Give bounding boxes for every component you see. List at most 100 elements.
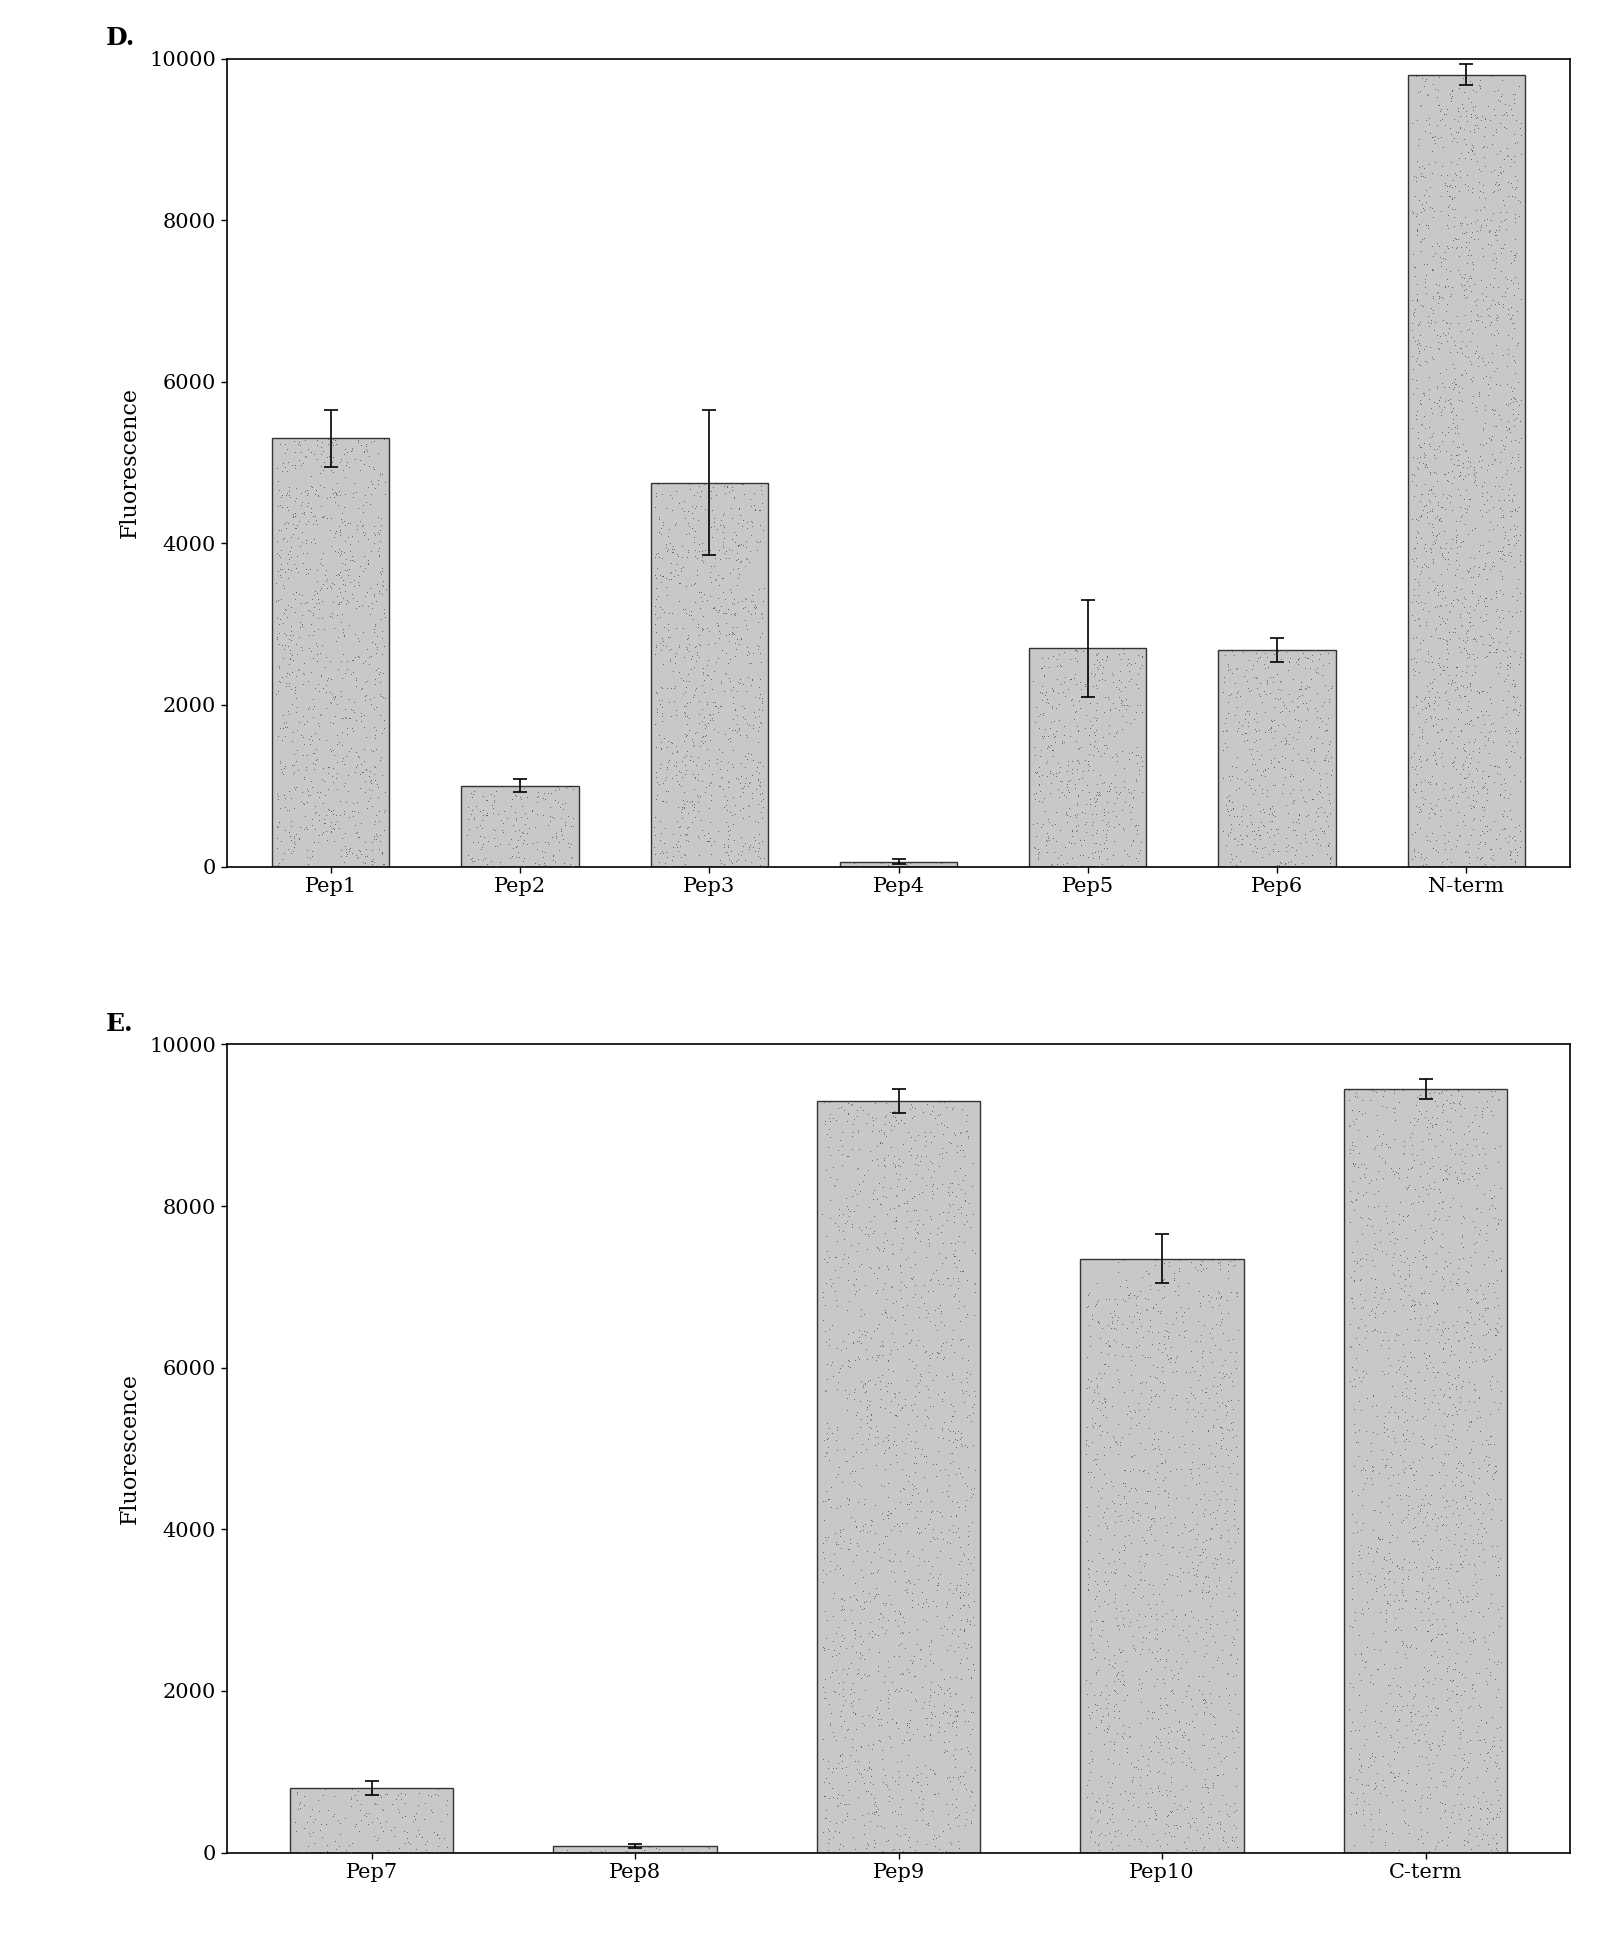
Point [939, 1400, 965, 1431]
Point [866, 1330, 892, 1361]
Point [1399, 1289, 1425, 1320]
Point [1101, 1648, 1127, 1679]
Point [1434, 306, 1460, 337]
Point [824, 1435, 850, 1466]
Point [340, 544, 366, 575]
Point [369, 509, 395, 540]
Point [1483, 218, 1509, 250]
Point [1468, 103, 1494, 135]
Point [690, 722, 716, 753]
Point [826, 1215, 852, 1246]
Point [1475, 476, 1501, 507]
Point [902, 1447, 928, 1478]
Point [1423, 1090, 1449, 1121]
Point [1405, 1357, 1431, 1388]
Point [1107, 1665, 1133, 1696]
Point [1059, 815, 1085, 846]
Point [1439, 1665, 1465, 1696]
Point [871, 1470, 897, 1502]
Point [839, 1673, 865, 1704]
Point [1094, 1326, 1120, 1357]
Point [949, 1324, 975, 1355]
Point [643, 630, 669, 661]
Point [1375, 1587, 1400, 1618]
Point [657, 526, 683, 558]
Point [1273, 846, 1298, 878]
Point [686, 534, 712, 566]
Point [1311, 815, 1337, 846]
Point [1464, 1819, 1489, 1851]
Point [1115, 1279, 1141, 1310]
Point [848, 1301, 874, 1332]
Point [661, 560, 686, 591]
Point [1234, 790, 1260, 821]
Point [1400, 1246, 1426, 1277]
Point [508, 801, 534, 833]
Point [649, 507, 675, 538]
Point [282, 497, 308, 528]
Point [1384, 1691, 1410, 1722]
Point [1106, 1301, 1132, 1332]
Point [1430, 150, 1455, 181]
Point [295, 489, 321, 521]
Point [1371, 1827, 1397, 1858]
Point [656, 521, 682, 552]
Point [1362, 1297, 1387, 1328]
Point [1378, 1152, 1404, 1184]
Point [1459, 1669, 1485, 1700]
Point [1148, 1295, 1174, 1326]
Point [1457, 819, 1483, 850]
Point [868, 1468, 894, 1500]
Point [1465, 380, 1491, 411]
Point [921, 1156, 947, 1188]
Point [876, 1720, 902, 1751]
Point [669, 552, 695, 583]
Point [1423, 1546, 1449, 1578]
Point [1428, 1618, 1454, 1650]
Point [361, 735, 387, 766]
Point [1213, 1788, 1239, 1819]
Point [905, 1767, 931, 1798]
Point [686, 470, 712, 501]
Point [659, 482, 685, 513]
Point [1203, 1708, 1229, 1739]
Point [1470, 413, 1496, 445]
Point [1431, 515, 1457, 546]
Point [1417, 562, 1443, 593]
Point [903, 1158, 929, 1190]
Point [899, 1774, 924, 1806]
Point [1203, 1626, 1229, 1658]
Point [750, 515, 776, 546]
Point [267, 482, 293, 513]
Point [652, 776, 678, 807]
Point [923, 1102, 949, 1133]
Point [860, 1734, 886, 1765]
Point [672, 848, 698, 879]
Point [1404, 681, 1430, 712]
Point [1219, 657, 1245, 688]
Point [678, 653, 704, 684]
Point [1413, 848, 1439, 879]
Point [1149, 1367, 1175, 1398]
Point [1381, 1736, 1407, 1767]
Point [1467, 1402, 1493, 1433]
Point [312, 560, 338, 591]
Point [460, 846, 486, 878]
Point [275, 507, 301, 538]
Point [1465, 111, 1491, 142]
Point [1064, 725, 1090, 757]
Point [1268, 667, 1294, 698]
Point [897, 1139, 923, 1170]
Point [1412, 1386, 1438, 1418]
Point [1175, 1293, 1201, 1324]
Point [1478, 156, 1504, 187]
Point [1169, 1291, 1195, 1322]
Point [1099, 1301, 1125, 1332]
Point [698, 566, 724, 597]
Point [1370, 1080, 1396, 1112]
Point [887, 1599, 913, 1630]
Point [842, 1466, 868, 1498]
Point [270, 634, 296, 665]
Point [1402, 294, 1428, 326]
Point [282, 486, 308, 517]
